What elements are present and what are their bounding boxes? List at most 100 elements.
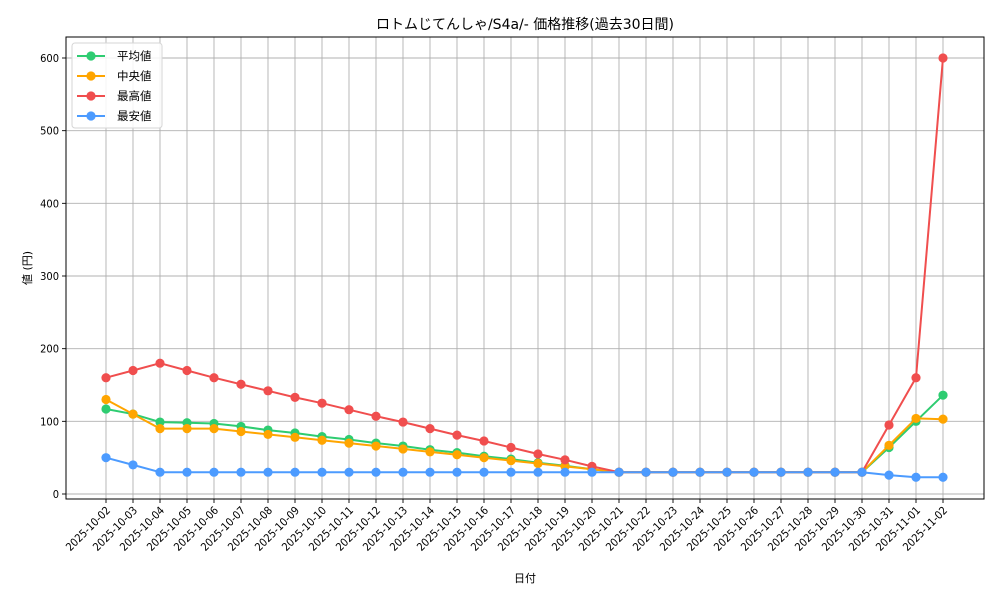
data-point[interactable] — [452, 467, 462, 477]
data-point[interactable] — [533, 458, 543, 469]
data-point[interactable] — [128, 365, 138, 376]
data-point[interactable] — [290, 432, 300, 442]
data-point[interactable] — [398, 417, 408, 427]
legend-label: 最安値 — [117, 109, 152, 123]
data-point[interactable] — [101, 394, 111, 405]
legend-item[interactable]: 中央値 — [77, 69, 152, 83]
data-point[interactable] — [209, 467, 219, 477]
data-point[interactable] — [614, 467, 624, 477]
legend-box — [71, 42, 163, 129]
data-point[interactable] — [722, 467, 732, 477]
data-point[interactable] — [425, 424, 435, 434]
data-point[interactable] — [263, 386, 273, 396]
data-point[interactable] — [587, 467, 597, 477]
data-point[interactable] — [911, 472, 921, 482]
data-point[interactable] — [911, 373, 921, 383]
data-point[interactable] — [938, 53, 948, 63]
data-point[interactable] — [695, 467, 705, 477]
legend-item[interactable]: 最安値 — [77, 109, 152, 123]
legend-item[interactable]: 平均値 — [77, 49, 152, 63]
data-point[interactable] — [182, 365, 192, 376]
y-axis-label: 値 (円) — [21, 251, 34, 285]
data-point[interactable] — [155, 424, 165, 434]
data-point[interactable] — [398, 444, 408, 454]
y-tick-label: 300 — [40, 270, 59, 283]
data-point[interactable] — [128, 409, 138, 419]
data-point[interactable] — [209, 373, 219, 383]
legend-marker-icon — [86, 71, 96, 81]
data-point[interactable] — [371, 441, 381, 451]
data-point[interactable] — [344, 405, 354, 415]
data-point[interactable] — [317, 398, 327, 408]
data-point[interactable] — [236, 379, 246, 389]
data-point[interactable] — [560, 467, 570, 477]
data-point[interactable] — [263, 467, 273, 477]
data-point[interactable] — [506, 467, 516, 477]
data-point[interactable] — [290, 467, 300, 477]
x-axis: 2025-10-022025-10-032025-10-042025-10-05… — [63, 499, 950, 554]
data-point[interactable] — [884, 420, 894, 430]
data-point[interactable] — [776, 467, 786, 477]
data-point[interactable] — [668, 467, 678, 477]
data-point[interactable] — [290, 392, 300, 402]
series-line — [105, 57, 944, 474]
data-point[interactable] — [884, 470, 894, 480]
data-point[interactable] — [452, 430, 462, 440]
data-point[interactable] — [479, 436, 489, 446]
x-axis-label: 日付 — [514, 572, 536, 585]
data-point[interactable] — [371, 411, 381, 421]
chart-title: ロトムじてんしゃ/S4a/- 価格推移(過去30日間) — [376, 17, 674, 33]
legend-item[interactable]: 最高値 — [77, 89, 152, 103]
series-line — [105, 394, 944, 474]
data-point[interactable] — [479, 467, 489, 477]
data-point[interactable] — [749, 467, 759, 477]
data-point[interactable] — [155, 417, 165, 427]
data-point[interactable] — [803, 467, 813, 477]
data-point[interactable] — [479, 453, 489, 463]
legend-label: 中央値 — [117, 69, 152, 83]
data-point[interactable] — [425, 467, 435, 477]
y-tick-label: 400 — [40, 197, 59, 210]
data-point[interactable] — [317, 467, 327, 477]
data-point[interactable] — [938, 472, 948, 482]
data-point[interactable] — [533, 467, 543, 477]
data-point[interactable] — [236, 426, 246, 437]
legend-marker-icon — [86, 111, 96, 121]
data-point[interactable] — [371, 467, 381, 477]
grid-lines — [66, 37, 984, 499]
data-point[interactable] — [317, 435, 327, 445]
data-point[interactable] — [209, 424, 219, 434]
data-point[interactable] — [506, 455, 516, 466]
data-point[interactable] — [506, 442, 516, 453]
legend-marker-icon — [86, 91, 96, 101]
data-point[interactable] — [101, 453, 111, 463]
data-point[interactable] — [182, 467, 192, 477]
data-point[interactable] — [857, 467, 867, 477]
data-point[interactable] — [101, 404, 111, 414]
data-point[interactable] — [452, 450, 462, 460]
data-point[interactable] — [236, 467, 246, 477]
data-point[interactable] — [533, 449, 543, 459]
data-point[interactable] — [344, 467, 354, 477]
data-point[interactable] — [830, 467, 840, 477]
data-point[interactable] — [425, 447, 435, 457]
legend-label: 平均値 — [117, 49, 152, 63]
series-3 — [101, 453, 948, 482]
data-point[interactable] — [263, 429, 273, 440]
data-point[interactable] — [128, 460, 138, 470]
data-point[interactable] — [911, 413, 921, 424]
data-point[interactable] — [560, 455, 570, 465]
data-point[interactable] — [398, 467, 408, 477]
data-point[interactable] — [938, 390, 948, 400]
data-point[interactable] — [155, 467, 165, 477]
data-point[interactable] — [182, 424, 192, 434]
data-point[interactable] — [155, 358, 165, 368]
y-tick-label: 100 — [40, 415, 59, 428]
data-point[interactable] — [884, 440, 894, 450]
data-point[interactable] — [344, 438, 354, 448]
data-point[interactable] — [641, 467, 651, 477]
data-point[interactable] — [938, 414, 948, 424]
data-point[interactable] — [101, 373, 111, 383]
